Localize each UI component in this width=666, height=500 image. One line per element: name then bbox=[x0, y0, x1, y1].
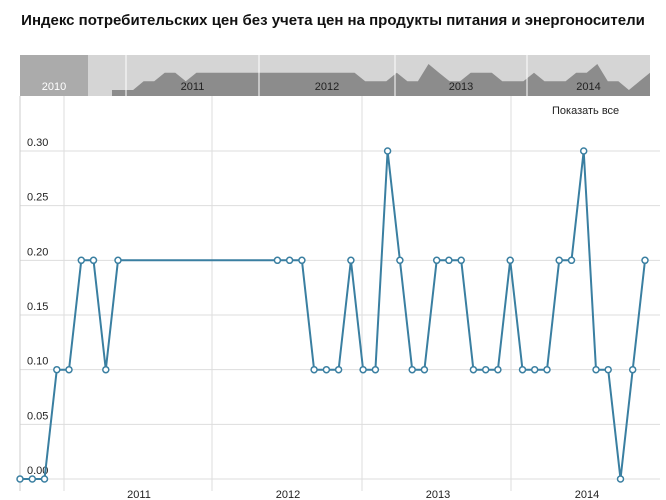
navigator-year-label[interactable]: 2011 bbox=[181, 81, 205, 93]
x-tick-label: 2012 bbox=[276, 489, 300, 500]
data-point[interactable] bbox=[396, 256, 404, 265]
data-point[interactable] bbox=[102, 365, 110, 374]
data-point[interactable] bbox=[298, 256, 306, 265]
data-point[interactable] bbox=[543, 365, 551, 374]
data-point[interactable] bbox=[481, 365, 490, 374]
chart-title: Индекс потребительских цен без учета цен… bbox=[21, 12, 645, 29]
navigator-year-label[interactable]: 2010 bbox=[42, 81, 66, 93]
data-point[interactable] bbox=[40, 475, 49, 483]
y-tick-label: 0.20 bbox=[27, 246, 48, 258]
data-point[interactable] bbox=[383, 147, 392, 155]
data-point[interactable] bbox=[285, 256, 294, 265]
data-point[interactable] bbox=[616, 475, 625, 483]
data-point[interactable] bbox=[494, 365, 502, 374]
x-tick-label: 2014 bbox=[575, 489, 599, 500]
y-tick-label: 0.15 bbox=[27, 301, 48, 313]
data-point[interactable] bbox=[65, 365, 73, 374]
series-line bbox=[20, 150, 646, 480]
x-tick-label: 2011 bbox=[127, 489, 151, 500]
data-point[interactable] bbox=[16, 475, 24, 483]
data-point[interactable] bbox=[359, 365, 367, 374]
data-point[interactable] bbox=[53, 365, 61, 374]
navigator-area bbox=[112, 64, 650, 96]
data-point[interactable] bbox=[371, 365, 380, 374]
navigator-year-label[interactable]: 2013 bbox=[449, 81, 473, 93]
data-point[interactable] bbox=[604, 365, 612, 374]
data-point[interactable] bbox=[89, 256, 98, 265]
data-point[interactable] bbox=[347, 256, 355, 265]
data-point[interactable] bbox=[518, 365, 527, 374]
y-tick-label: 0.10 bbox=[27, 356, 48, 368]
data-point[interactable] bbox=[592, 365, 600, 374]
data-point[interactable] bbox=[77, 256, 86, 265]
data-point[interactable] bbox=[641, 256, 649, 265]
data-point[interactable] bbox=[506, 256, 514, 265]
x-tick-label: 2013 bbox=[426, 489, 450, 500]
data-point[interactable] bbox=[408, 365, 416, 374]
data-point[interactable] bbox=[445, 256, 453, 265]
show-all-button[interactable]: Показать все bbox=[552, 105, 620, 117]
data-point[interactable] bbox=[114, 256, 122, 265]
y-tick-label: 0.00 bbox=[27, 465, 48, 477]
data-point[interactable] bbox=[469, 365, 478, 374]
navigator-year-label[interactable]: 2012 bbox=[315, 81, 339, 93]
y-tick-label: 0.30 bbox=[27, 137, 48, 149]
navigator-selection[interactable] bbox=[20, 55, 88, 96]
data-point[interactable] bbox=[579, 147, 588, 155]
data-point[interactable] bbox=[457, 256, 465, 265]
data-point[interactable] bbox=[555, 256, 563, 265]
data-point[interactable] bbox=[273, 256, 282, 265]
data-point[interactable] bbox=[628, 365, 637, 374]
data-point[interactable] bbox=[567, 256, 576, 265]
data-point[interactable] bbox=[432, 256, 441, 265]
data-point[interactable] bbox=[310, 365, 318, 374]
data-point[interactable] bbox=[530, 365, 539, 374]
data-point[interactable] bbox=[334, 365, 343, 374]
data-point[interactable] bbox=[322, 365, 331, 374]
data-point[interactable] bbox=[420, 365, 429, 374]
y-tick-label: 0.05 bbox=[27, 410, 48, 422]
navigator-year-label[interactable]: 2014 bbox=[576, 81, 600, 93]
data-point[interactable] bbox=[28, 475, 37, 483]
y-tick-label: 0.25 bbox=[27, 192, 48, 204]
